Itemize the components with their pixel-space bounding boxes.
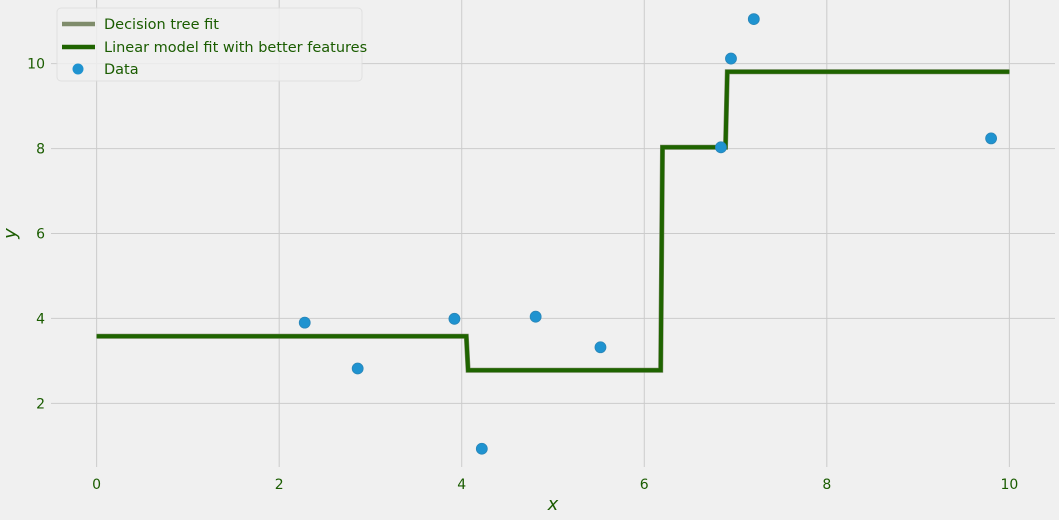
x-tick-label: 6 xyxy=(640,477,649,493)
x-axis-label: x xyxy=(547,494,559,515)
legend: Decision tree fit Linear model fit with b… xyxy=(56,7,367,82)
y-tick-label: 10 xyxy=(27,57,45,73)
series-line-1 xyxy=(96,69,1010,373)
x-tick-label: 4 xyxy=(457,477,466,493)
data-point xyxy=(529,310,542,323)
legend-label-0: Decision tree fit xyxy=(104,17,219,33)
tick-labels: 0 2 4 6 8 10 2 4 6 8 10 xyxy=(27,57,1018,493)
legend-marker-2 xyxy=(72,63,84,75)
data-point xyxy=(594,341,607,354)
data-point xyxy=(725,52,737,65)
x-tick-label: 8 xyxy=(822,477,831,493)
x-tick-label: 0 xyxy=(92,477,101,493)
y-tick-label: 8 xyxy=(36,142,45,158)
data-point xyxy=(475,442,488,455)
data-point xyxy=(298,316,311,329)
legend-label-1: Linear model fit with better features xyxy=(104,40,367,56)
series-lines xyxy=(96,69,1010,373)
data-point xyxy=(715,141,727,154)
legend-box xyxy=(56,7,363,82)
x-tick-label: 2 xyxy=(275,477,284,493)
x-tick-label: 10 xyxy=(1000,477,1018,493)
grid xyxy=(51,0,1055,467)
y-tick-label: 2 xyxy=(36,396,45,412)
y-tick-label: 6 xyxy=(36,227,45,243)
data-point xyxy=(351,362,364,375)
y-axis-label: y xyxy=(0,228,21,240)
data-points xyxy=(298,13,998,455)
data-point xyxy=(985,132,998,145)
y-tick-label: 4 xyxy=(36,311,45,327)
data-point xyxy=(448,312,461,325)
data-point xyxy=(747,13,760,26)
legend-label-2: Data xyxy=(104,62,139,78)
